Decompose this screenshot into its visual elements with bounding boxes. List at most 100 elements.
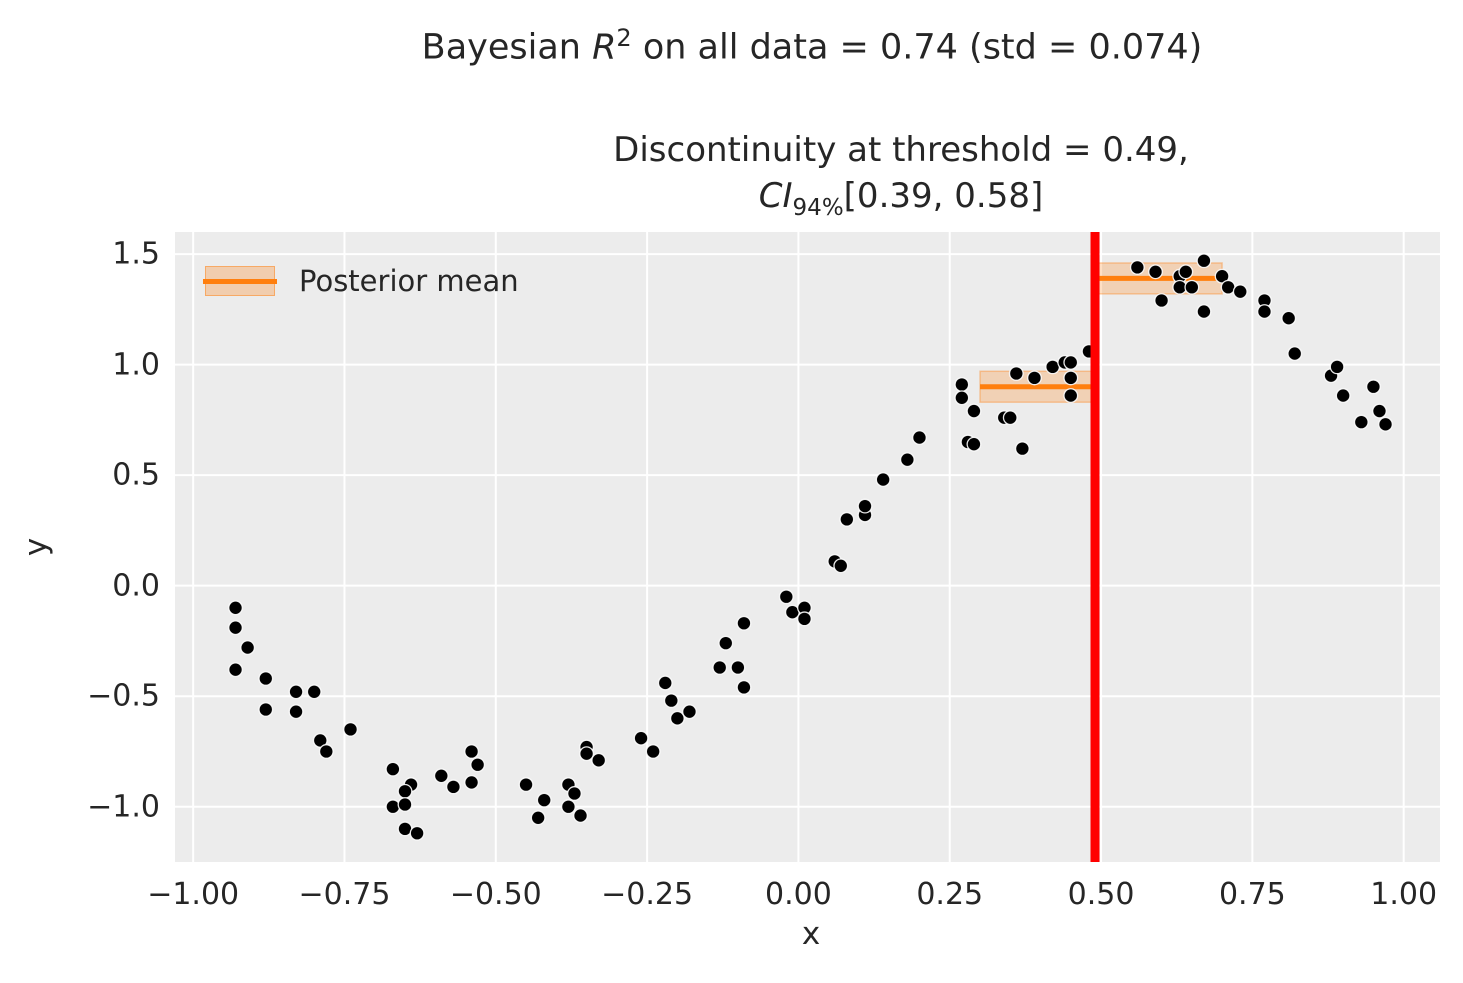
scatter-point [1027, 370, 1042, 386]
scatter-point [669, 710, 685, 726]
scatter-point [954, 390, 970, 406]
scatter-point [1063, 354, 1079, 370]
scatter-point [1196, 304, 1212, 320]
subtitle-line1: Discontinuity at threshold = 0.49, [613, 130, 1189, 170]
scatter-point [966, 436, 982, 452]
subtitle-ci-sub: 94% [792, 194, 844, 221]
scatter-point [778, 589, 794, 605]
chart-title: Bayesian R2 on all data = 0.74 (std = 0.… [422, 24, 1203, 68]
scatter-point [1196, 253, 1212, 269]
y-tick-label: −0.5 [87, 678, 160, 714]
scatter-point [1365, 379, 1381, 395]
title-prefix: Bayesian [421, 27, 593, 68]
scatter-point [573, 808, 588, 824]
scatter-point [657, 675, 673, 691]
scatter-point [1148, 264, 1163, 280]
scatter-point [1002, 410, 1018, 426]
scatter-point [1232, 284, 1248, 300]
scatter-point [645, 744, 661, 759]
x-tick-label: −0.25 [601, 877, 694, 912]
scatter-point [1378, 416, 1393, 432]
scatter-point [736, 679, 752, 695]
scatter-point [560, 799, 576, 815]
scatter-point [579, 746, 595, 762]
scatter-point [1014, 441, 1030, 457]
scatter-point [857, 498, 873, 514]
scatter-point [591, 752, 607, 768]
scatter-point [258, 671, 274, 686]
scatter-point [1184, 279, 1200, 295]
y-tick-label: −1.0 [87, 789, 160, 825]
x-tick-label: 0.25 [916, 877, 984, 912]
axes-title: Discontinuity at threshold = 0.49, CI94%… [613, 127, 1189, 231]
plot-background [175, 232, 1440, 862]
legend-posterior-mean-swatch [203, 266, 277, 296]
scatter-point [1329, 359, 1345, 375]
scatter-point [288, 704, 304, 720]
posterior-mean-line-icon [203, 278, 277, 284]
legend-posterior-mean-label: Posterior mean [299, 264, 519, 298]
scatter-point [912, 430, 927, 446]
scatter-point [1154, 293, 1170, 308]
title-exponent: 2 [616, 24, 632, 52]
scatter-point [445, 779, 461, 795]
title-suffix: on all data = 0.74 (std = 0.074) [631, 27, 1203, 68]
scatter-point [736, 615, 752, 631]
x-axis-label: x [801, 916, 821, 952]
scatter-point [433, 768, 449, 784]
scatter-point [1063, 370, 1079, 386]
scatter-point [663, 693, 679, 709]
scatter-point [797, 611, 812, 627]
y-tick-label: 1.5 [112, 236, 160, 272]
scatter-point [1178, 264, 1194, 280]
x-tick-label: −1.00 [147, 877, 240, 912]
scatter-point [288, 684, 304, 700]
x-tick-label: 0.75 [1218, 877, 1286, 912]
x-tick-label: 1.00 [1370, 877, 1438, 912]
y-tick-label: 0.5 [112, 457, 160, 493]
scatter-point [343, 721, 358, 737]
scatter-point [954, 377, 970, 392]
x-tick-label: −0.50 [449, 877, 542, 912]
scatter-point [1372, 403, 1387, 419]
scatter-point [258, 702, 274, 717]
title-r-var: R [592, 27, 617, 68]
scatter-point [682, 704, 697, 720]
scatter-point [966, 403, 982, 419]
x-tick-label: 0.50 [1067, 877, 1135, 912]
y-tick-label: 0.0 [112, 568, 160, 604]
scatter-point [1353, 414, 1369, 430]
x-tick-label: −0.75 [298, 877, 391, 912]
scatter-point [718, 635, 734, 651]
scatter-point [470, 757, 486, 773]
y-tick-label: 1.0 [112, 347, 160, 383]
scatter-point [875, 472, 891, 488]
scatter-point [1287, 346, 1303, 362]
scatter-point [318, 744, 334, 759]
scatter-point [228, 620, 243, 636]
scatter-point [518, 777, 534, 793]
scatter-point [1335, 388, 1351, 404]
scatter-point [397, 797, 413, 812]
scatter-point [1063, 388, 1079, 404]
scatter-point [536, 792, 552, 808]
scatter-point [1281, 310, 1297, 326]
scatter-point [567, 786, 582, 801]
scatter-point [306, 684, 322, 700]
subtitle-ci-range: [0.39, 0.58] [843, 176, 1044, 216]
scatter-point [228, 600, 243, 616]
scatter-point [712, 660, 728, 675]
scatter-point [464, 774, 480, 790]
scatter-point [228, 662, 243, 678]
scatter-point [385, 761, 401, 777]
scatter-point [1129, 259, 1145, 275]
scatter-point [464, 744, 480, 759]
legend: Posterior mean [203, 263, 519, 299]
scatter-point [730, 660, 746, 675]
scatter-point [839, 511, 855, 527]
x-tick-label: 0.00 [765, 877, 832, 912]
scatter-point [530, 810, 546, 826]
scatter-point [240, 640, 256, 656]
scatter-point [385, 799, 401, 815]
